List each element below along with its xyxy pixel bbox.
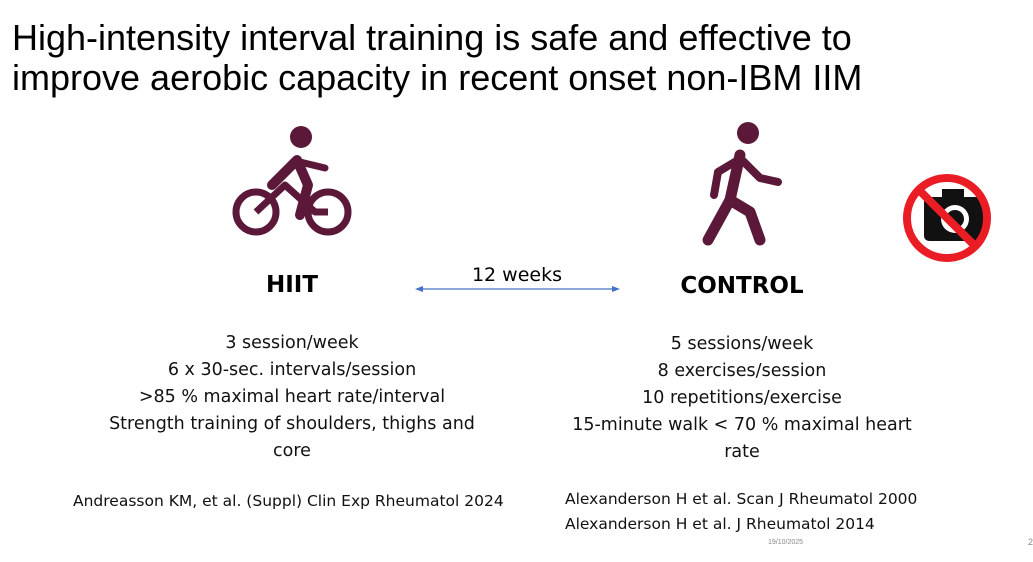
duration-arrow: [415, 286, 620, 292]
item-list: 5 sessions/week 8 exercises/session 10 rep…: [562, 331, 922, 466]
item-list: 3 session/week 6 x 30-sec. intervals/sess…: [92, 330, 492, 465]
reference: Andreasson KM, et al. (Suppl) Clin Exp R…: [73, 492, 504, 510]
item: 5 sessions/week: [670, 334, 814, 354]
item: >85 % maximal heart rate/interval: [138, 387, 446, 407]
item: Strength training of shoulders, thighs a…: [109, 414, 475, 461]
item: 10 repetitions/exercise: [642, 388, 842, 408]
item: 8 exercises/session: [657, 361, 827, 381]
reference: Alexanderson H et al. Scan J Rheumatol 2…: [565, 490, 918, 508]
group-label: CONTROL: [680, 273, 804, 299]
duration-label: 12 weeks: [471, 264, 563, 286]
item: 15-minute walk < 70 % maximal heart rate: [572, 415, 912, 462]
footer-date: 19/10/2025: [768, 539, 804, 546]
title-line: High-intensity interval training is safe…: [12, 17, 852, 58]
walker-icon: [702, 122, 782, 246]
cyclist-icon: [232, 126, 352, 236]
reference: Alexanderson H et al. J Rheumatol 2014: [565, 515, 875, 533]
title-line: improve aerobic capacity in recent onset…: [12, 57, 863, 98]
slide-number: 2: [1028, 537, 1033, 547]
item: 6 x 30-sec. intervals/session: [167, 360, 417, 380]
no-camera-icon: [903, 174, 991, 262]
item: 3 session/week: [225, 333, 359, 353]
group-label: HIIT: [265, 272, 319, 298]
